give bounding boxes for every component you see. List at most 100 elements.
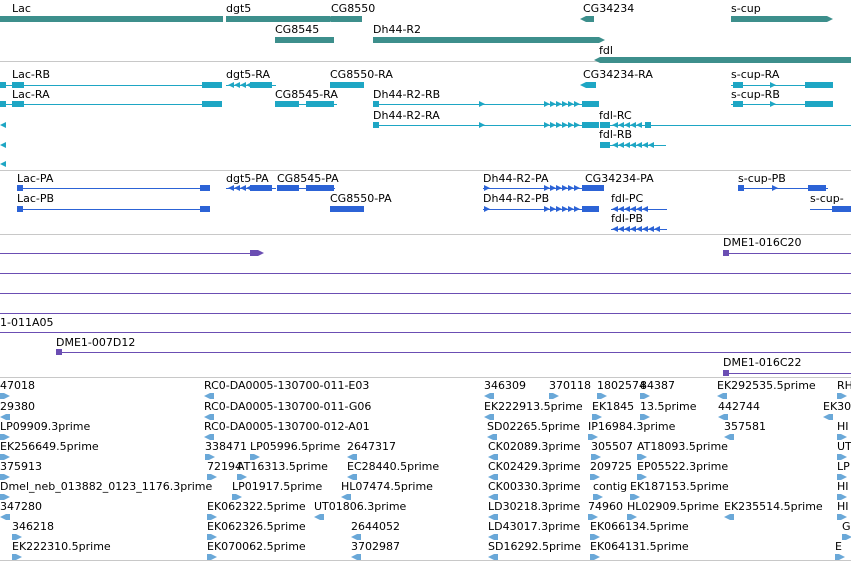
feature-block[interactable] bbox=[733, 82, 743, 88]
feature-block[interactable] bbox=[373, 37, 599, 43]
feature-block[interactable] bbox=[598, 185, 604, 191]
feature-block[interactable] bbox=[590, 554, 594, 560]
feature-block[interactable] bbox=[202, 82, 222, 88]
feature-block[interactable] bbox=[588, 514, 592, 520]
feature-block[interactable] bbox=[586, 82, 596, 88]
feature-block[interactable] bbox=[494, 514, 498, 520]
feature-block[interactable] bbox=[205, 454, 209, 460]
feature-block[interactable] bbox=[842, 534, 846, 540]
feature-block[interactable] bbox=[330, 206, 364, 212]
feature-block[interactable] bbox=[6, 414, 10, 420]
feature-block[interactable] bbox=[837, 434, 841, 440]
feature-block[interactable] bbox=[837, 454, 841, 460]
feature-block[interactable] bbox=[12, 534, 16, 540]
feature-block[interactable] bbox=[210, 414, 214, 420]
feature-block[interactable] bbox=[805, 101, 833, 107]
feature-block[interactable] bbox=[232, 494, 236, 500]
feature-block[interactable] bbox=[306, 185, 334, 191]
feature-block[interactable] bbox=[592, 414, 596, 420]
feature-block[interactable] bbox=[494, 494, 498, 500]
feature-block[interactable] bbox=[207, 554, 211, 560]
feature-block[interactable] bbox=[832, 206, 851, 212]
feature-block[interactable] bbox=[0, 393, 4, 399]
feature-block[interactable] bbox=[586, 16, 594, 22]
feature-block[interactable] bbox=[582, 122, 599, 128]
feature-block[interactable] bbox=[627, 514, 631, 520]
feature-block[interactable] bbox=[730, 434, 734, 440]
feature-block[interactable] bbox=[730, 514, 734, 520]
feature-block[interactable] bbox=[373, 122, 379, 128]
feature-block[interactable] bbox=[808, 185, 826, 191]
feature-block[interactable] bbox=[593, 494, 597, 500]
feature-block[interactable] bbox=[582, 185, 599, 191]
feature-block[interactable] bbox=[637, 474, 641, 480]
feature-block[interactable] bbox=[600, 122, 610, 128]
feature-block[interactable] bbox=[353, 454, 357, 460]
feature-block[interactable] bbox=[250, 185, 272, 191]
feature-block[interactable] bbox=[207, 474, 211, 480]
feature-block[interactable] bbox=[12, 82, 24, 88]
feature-block[interactable] bbox=[490, 393, 494, 399]
feature-block[interactable] bbox=[357, 554, 361, 560]
feature-block[interactable] bbox=[207, 514, 211, 520]
feature-block[interactable] bbox=[330, 82, 364, 88]
feature-block[interactable] bbox=[320, 514, 324, 520]
feature-block[interactable] bbox=[0, 474, 4, 480]
feature-block[interactable] bbox=[835, 554, 839, 560]
feature-block[interactable] bbox=[277, 185, 299, 191]
feature-block[interactable] bbox=[353, 474, 357, 480]
feature-block[interactable] bbox=[829, 414, 833, 420]
feature-block[interactable] bbox=[357, 534, 361, 540]
feature-block[interactable] bbox=[723, 393, 727, 399]
feature-block[interactable] bbox=[549, 393, 553, 399]
feature-block[interactable] bbox=[724, 414, 728, 420]
feature-block[interactable] bbox=[805, 82, 833, 88]
feature-block[interactable] bbox=[837, 393, 841, 399]
feature-block[interactable] bbox=[600, 142, 610, 148]
feature-block[interactable] bbox=[0, 494, 4, 500]
feature-block[interactable] bbox=[494, 554, 498, 560]
feature-block[interactable] bbox=[630, 494, 634, 500]
feature-block[interactable] bbox=[250, 250, 258, 256]
feature-block[interactable] bbox=[12, 101, 24, 107]
feature-block[interactable] bbox=[0, 16, 223, 22]
feature-block[interactable] bbox=[0, 101, 6, 107]
feature-block[interactable] bbox=[226, 16, 330, 22]
feature-block[interactable] bbox=[588, 434, 592, 440]
feature-block[interactable] bbox=[306, 101, 334, 107]
feature-block[interactable] bbox=[0, 454, 4, 460]
feature-block[interactable] bbox=[731, 16, 827, 22]
feature-block[interactable] bbox=[640, 393, 644, 399]
feature-block[interactable] bbox=[733, 101, 743, 107]
feature-block[interactable] bbox=[738, 185, 744, 191]
feature-block[interactable] bbox=[837, 514, 841, 520]
feature-block[interactable] bbox=[17, 185, 23, 191]
feature-block[interactable] bbox=[590, 474, 594, 480]
feature-block[interactable] bbox=[590, 534, 594, 540]
feature-block[interactable] bbox=[207, 534, 211, 540]
feature-block[interactable] bbox=[202, 101, 222, 107]
feature-block[interactable] bbox=[490, 414, 494, 420]
feature-block[interactable] bbox=[645, 122, 651, 128]
feature-block[interactable] bbox=[200, 206, 210, 212]
feature-block[interactable] bbox=[600, 57, 851, 63]
feature-block[interactable] bbox=[0, 82, 6, 88]
feature-block[interactable] bbox=[493, 434, 497, 440]
feature-block[interactable] bbox=[591, 454, 595, 460]
feature-block[interactable] bbox=[494, 474, 498, 480]
feature-block[interactable] bbox=[597, 393, 601, 399]
feature-block[interactable] bbox=[347, 494, 351, 500]
feature-block[interactable] bbox=[210, 393, 214, 399]
feature-block[interactable] bbox=[494, 534, 498, 540]
feature-block[interactable] bbox=[12, 554, 16, 560]
feature-block[interactable] bbox=[0, 434, 4, 440]
feature-block[interactable] bbox=[250, 82, 272, 88]
feature-block[interactable] bbox=[640, 414, 644, 420]
feature-block[interactable] bbox=[17, 206, 23, 212]
feature-block[interactable] bbox=[582, 206, 599, 212]
feature-block[interactable] bbox=[837, 474, 841, 480]
feature-block[interactable] bbox=[200, 185, 210, 191]
feature-block[interactable] bbox=[582, 101, 599, 107]
feature-block[interactable] bbox=[6, 514, 10, 520]
feature-block[interactable] bbox=[210, 434, 214, 440]
